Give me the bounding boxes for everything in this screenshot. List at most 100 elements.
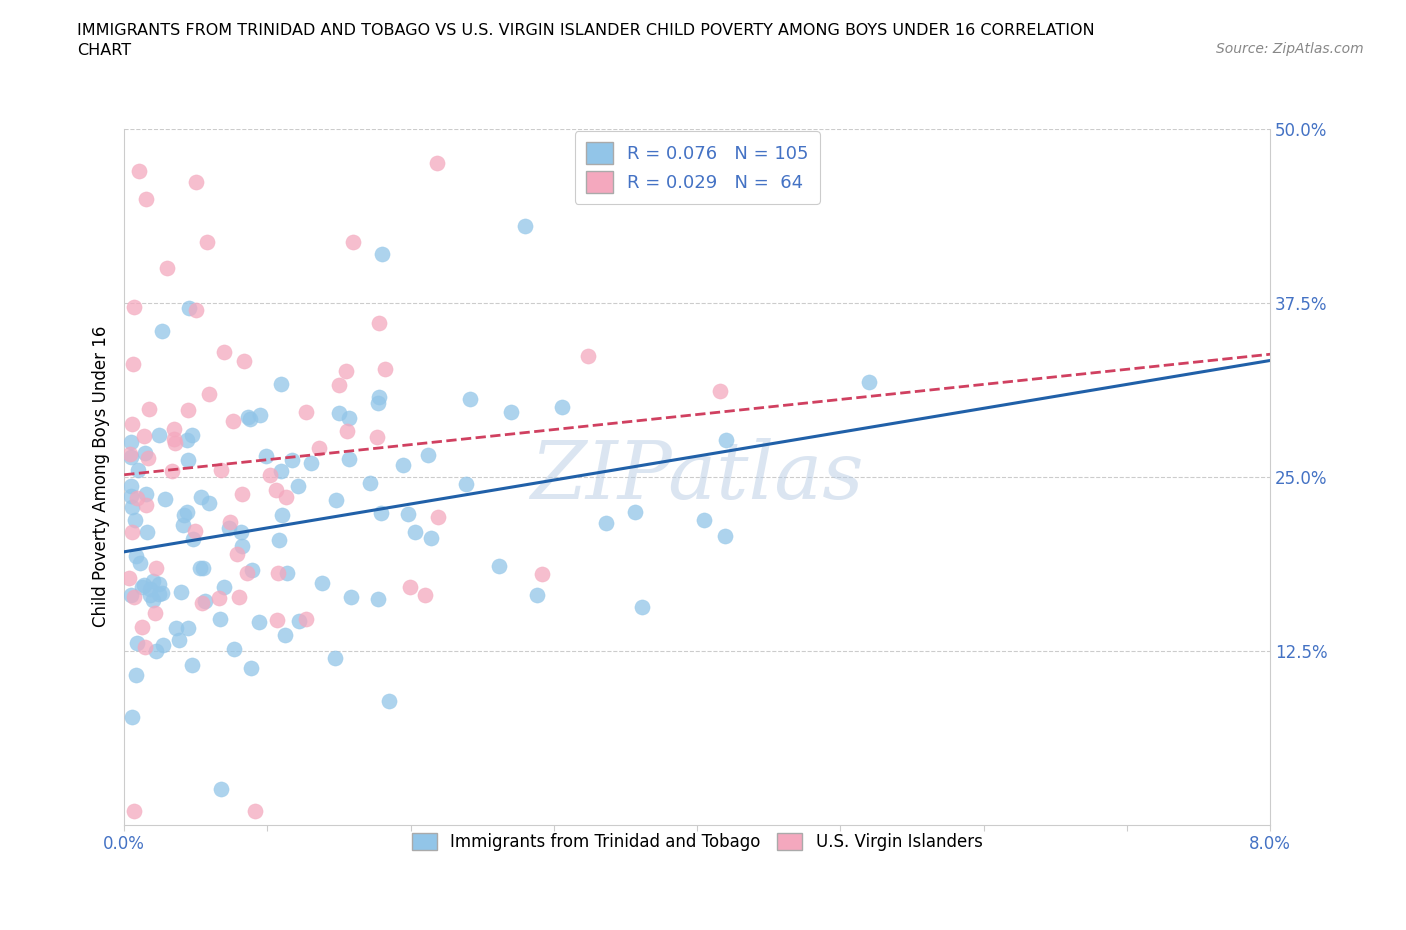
Point xyxy=(709,383,731,398)
Point xyxy=(287,614,309,629)
Point xyxy=(148,587,170,602)
Point xyxy=(374,362,396,377)
Point xyxy=(180,428,202,443)
Point xyxy=(212,579,235,594)
Point xyxy=(120,479,142,494)
Text: ZIPatlas: ZIPatlas xyxy=(530,438,863,515)
Point xyxy=(416,447,439,462)
Point xyxy=(367,591,389,606)
Point xyxy=(135,486,157,501)
Point xyxy=(526,588,548,603)
Point xyxy=(624,505,647,520)
Point xyxy=(120,489,142,504)
Point xyxy=(198,496,221,511)
Legend: Immigrants from Trinidad and Tobago, U.S. Virgin Islanders: Immigrants from Trinidad and Tobago, U.S… xyxy=(405,827,990,858)
Text: Source: ZipAtlas.com: Source: ZipAtlas.com xyxy=(1216,42,1364,56)
Point xyxy=(630,600,652,615)
Point xyxy=(259,468,281,483)
Point xyxy=(211,462,233,477)
Point xyxy=(368,315,391,330)
Point xyxy=(134,640,156,655)
Point xyxy=(240,660,263,675)
Point xyxy=(122,357,145,372)
Point xyxy=(191,560,214,575)
Point xyxy=(143,605,166,620)
Point xyxy=(131,580,153,595)
Point xyxy=(138,402,160,417)
Point xyxy=(294,405,316,419)
Point xyxy=(231,486,253,501)
Point xyxy=(145,644,167,658)
Point xyxy=(160,463,183,478)
Point xyxy=(359,476,381,491)
Point xyxy=(209,782,232,797)
Point xyxy=(236,565,259,580)
Point xyxy=(125,549,148,564)
Point xyxy=(221,414,243,429)
Point xyxy=(254,448,277,463)
Point xyxy=(145,561,167,576)
Point xyxy=(238,410,260,425)
Point xyxy=(195,234,218,249)
Point xyxy=(243,804,266,818)
Point xyxy=(186,175,208,190)
Point xyxy=(117,570,139,585)
Point xyxy=(713,528,735,543)
Point xyxy=(311,575,333,590)
Point xyxy=(595,515,617,530)
Y-axis label: Child Poverty Among Boys Under 16: Child Poverty Among Boys Under 16 xyxy=(93,326,110,628)
Point xyxy=(337,452,360,467)
Point xyxy=(404,525,426,539)
Point xyxy=(281,452,304,467)
Point xyxy=(139,581,162,596)
Point xyxy=(515,219,537,233)
Point xyxy=(399,579,422,594)
Point xyxy=(342,235,364,250)
Point xyxy=(231,538,253,553)
Point xyxy=(172,518,194,533)
Point xyxy=(181,531,204,546)
Point xyxy=(274,489,297,504)
Point xyxy=(142,593,165,608)
Point xyxy=(177,453,200,468)
Point xyxy=(132,578,155,592)
Point xyxy=(191,595,214,610)
Point xyxy=(458,392,481,406)
Point xyxy=(125,491,148,506)
Point xyxy=(134,445,156,460)
Point xyxy=(239,411,262,426)
Point xyxy=(274,627,297,642)
Point xyxy=(339,590,361,604)
Point xyxy=(264,482,287,497)
Point xyxy=(139,587,162,602)
Point xyxy=(299,456,322,471)
Point xyxy=(136,450,159,465)
Point xyxy=(134,429,156,444)
Point xyxy=(214,344,236,359)
Point xyxy=(148,577,170,591)
Point xyxy=(413,588,436,603)
Point xyxy=(454,476,477,491)
Point xyxy=(377,694,399,709)
Point xyxy=(371,246,394,261)
Point xyxy=(530,567,553,582)
Point xyxy=(142,574,165,589)
Point xyxy=(163,435,186,450)
Point xyxy=(120,434,142,449)
Point xyxy=(124,590,146,604)
Point xyxy=(173,508,195,523)
Point xyxy=(716,432,738,447)
Point xyxy=(335,364,357,379)
Point xyxy=(197,386,219,401)
Point xyxy=(328,378,350,392)
Point xyxy=(266,613,288,628)
Point xyxy=(551,400,574,415)
Point xyxy=(228,590,250,604)
Point xyxy=(120,588,142,603)
Point xyxy=(184,524,207,538)
Point xyxy=(366,430,388,445)
Point xyxy=(328,405,350,420)
Point xyxy=(396,507,419,522)
Point xyxy=(121,499,143,514)
Point xyxy=(233,353,256,368)
